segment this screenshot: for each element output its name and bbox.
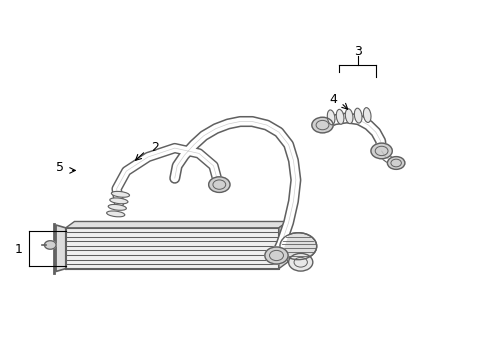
- Circle shape: [45, 241, 56, 249]
- Text: 5: 5: [56, 161, 64, 175]
- Ellipse shape: [354, 108, 362, 123]
- Polygon shape: [279, 221, 288, 269]
- Circle shape: [280, 233, 317, 260]
- Ellipse shape: [327, 110, 335, 125]
- Bar: [66, 228, 279, 269]
- Ellipse shape: [364, 108, 371, 122]
- Text: 1: 1: [15, 243, 23, 256]
- Ellipse shape: [107, 211, 125, 217]
- Circle shape: [312, 117, 333, 133]
- Polygon shape: [66, 221, 288, 228]
- Ellipse shape: [111, 192, 129, 197]
- Polygon shape: [56, 225, 66, 271]
- Circle shape: [371, 143, 392, 159]
- Circle shape: [388, 157, 405, 169]
- Ellipse shape: [345, 109, 353, 123]
- Ellipse shape: [336, 109, 344, 124]
- Ellipse shape: [108, 204, 126, 210]
- Text: 3: 3: [354, 45, 362, 58]
- Text: 2: 2: [151, 141, 159, 154]
- Circle shape: [289, 253, 313, 271]
- Ellipse shape: [110, 198, 128, 204]
- Text: 4: 4: [330, 93, 338, 106]
- Circle shape: [209, 177, 230, 192]
- Circle shape: [265, 247, 288, 264]
